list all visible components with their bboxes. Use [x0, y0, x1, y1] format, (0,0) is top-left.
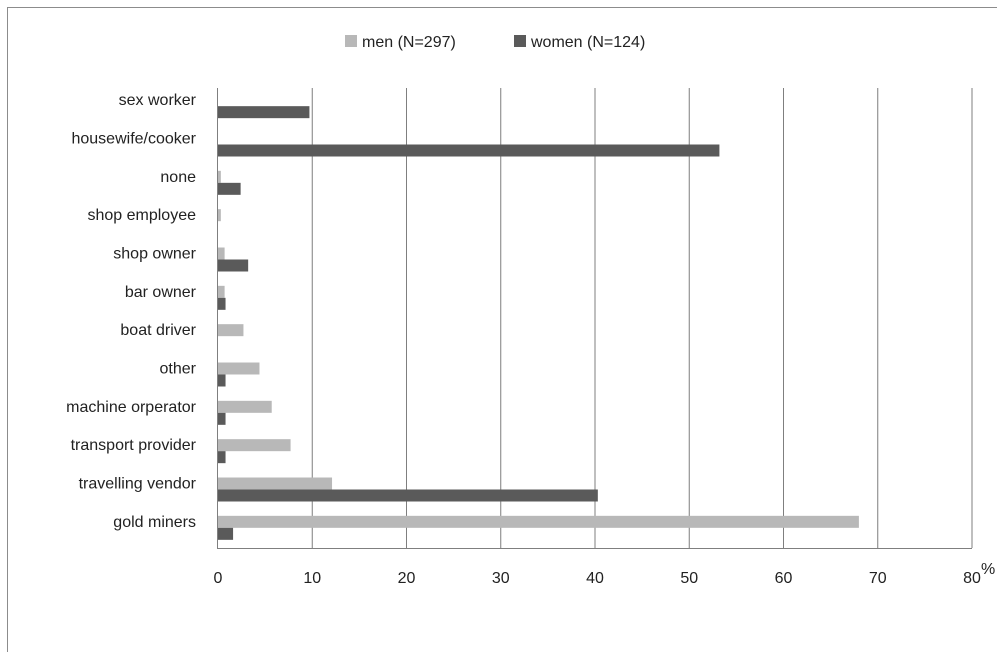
category-label: shop employee — [87, 207, 196, 224]
bar-men — [218, 515, 859, 528]
x-tick-label: 60 — [775, 570, 793, 587]
bar-women — [218, 527, 234, 540]
bars — [218, 106, 859, 540]
bar-men — [218, 362, 260, 375]
category-label: transport provider — [71, 437, 197, 454]
x-tick-label: 40 — [586, 570, 604, 587]
category-label: shop owner — [113, 246, 196, 263]
bar-women — [218, 489, 598, 502]
category-label: travelling vendor — [79, 476, 197, 493]
bar-women — [218, 106, 310, 119]
bar-men — [218, 247, 225, 260]
legend-label-women: women (N=124) — [530, 34, 645, 51]
bar-women — [218, 451, 226, 464]
bar-men — [218, 170, 221, 183]
x-tick-label: 50 — [680, 570, 698, 587]
bar-women — [218, 144, 720, 157]
x-tick-label: 0 — [214, 570, 223, 587]
category-label: sex worker — [119, 92, 197, 109]
category-label: housewife/cooker — [71, 131, 196, 148]
x-axis-ticks: 0 10 20 30 40 50 60 70 80 — [214, 570, 981, 587]
bar-women — [218, 412, 226, 425]
bar-men — [218, 285, 225, 298]
category-label: other — [160, 361, 197, 378]
legend: men (N=297) women (N=124) — [345, 34, 645, 51]
x-tick-label: 80 — [963, 570, 981, 587]
category-label: bar owner — [125, 284, 197, 301]
x-axis-unit: % — [981, 561, 995, 578]
bar-women — [218, 374, 226, 387]
category-label: boat driver — [120, 322, 196, 339]
category-label: none — [160, 169, 196, 186]
x-tick-label: 20 — [398, 570, 416, 587]
category-label: gold miners — [113, 514, 196, 531]
bar-men — [218, 439, 291, 452]
chart-frame — [7, 7, 997, 652]
legend-swatch-men — [345, 35, 357, 47]
x-tick-label: 10 — [303, 570, 321, 587]
category-labels: sex worker housewife/cooker none shop emplo… — [66, 92, 197, 531]
legend-label-men: men (N=297) — [362, 34, 456, 51]
x-tick-label: 30 — [492, 570, 510, 587]
bar-women — [218, 259, 249, 272]
bar-men — [218, 477, 333, 490]
bar-men — [218, 324, 244, 337]
bar-men — [218, 400, 272, 413]
bar-men — [218, 209, 221, 222]
category-label: machine orperator — [66, 399, 197, 416]
legend-swatch-women — [514, 35, 526, 47]
bar-women — [218, 182, 241, 195]
gridlines — [311, 88, 973, 548]
x-tick-label: 70 — [869, 570, 887, 587]
bar-women — [218, 297, 226, 310]
